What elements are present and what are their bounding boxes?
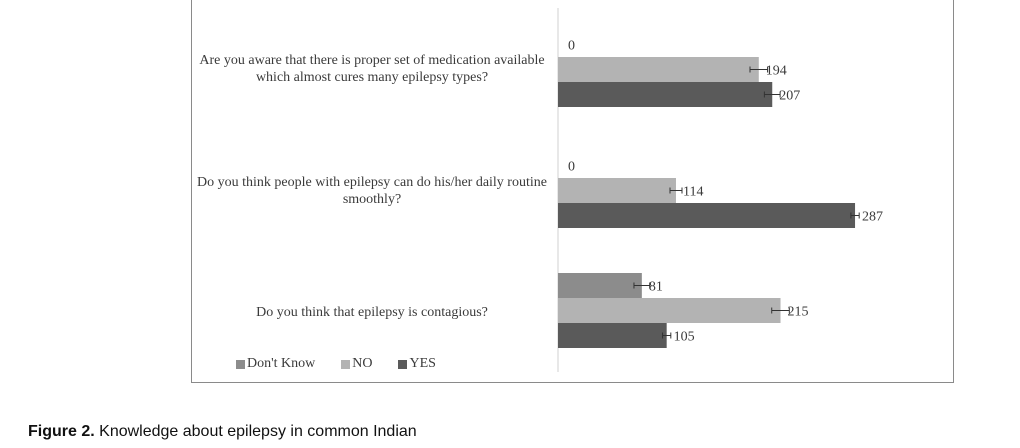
chart-frame: 0 194 207 0 114 287 81 215 105 Are you aware tha… xyxy=(191,0,954,383)
bar-chart: 0 194 207 0 114 287 81 215 105 xyxy=(557,8,883,372)
legend-swatch-dont-know xyxy=(236,359,245,369)
bar-contagious-dont-know xyxy=(558,273,642,298)
bar-daily-routine-no xyxy=(558,178,676,203)
bar-medication-yes xyxy=(558,82,773,107)
figure-caption-text: Knowledge about epilepsy in common India… xyxy=(99,423,417,440)
category-label-daily-routine: Do you think people with epilepsy can do… xyxy=(197,175,547,207)
legend-item-yes: YES xyxy=(398,356,436,372)
legend-swatch-yes xyxy=(398,359,408,369)
data-label-medication-yes: 207 xyxy=(779,89,800,104)
data-label-contagious-dont-know: 81 xyxy=(649,280,663,295)
figure-number: Figure 2. xyxy=(28,423,95,440)
bar-medication-no xyxy=(558,57,759,82)
category-label-contagious: Do you think that epilepsy is contagious… xyxy=(256,305,488,320)
category-label-medication: Are you aware that there is proper set o… xyxy=(199,53,545,85)
figure-caption: Figure 2. Knowledge about epilepsy in co… xyxy=(28,423,417,441)
legend-item-no: NO xyxy=(341,356,372,372)
legend-label-dont-know: Don't Know xyxy=(247,356,316,371)
bar-daily-routine-yes xyxy=(558,203,856,228)
data-label-contagious-no: 215 xyxy=(788,305,809,320)
chart-legend: Don't Know NO YES xyxy=(236,356,436,372)
data-label-medication-dont-know: 0 xyxy=(568,39,575,54)
bar-contagious-no xyxy=(558,298,781,323)
legend-item-dont-know: Don't Know xyxy=(236,356,315,372)
legend-swatch-no xyxy=(341,359,351,369)
legend-label-yes: YES xyxy=(409,356,436,371)
data-label-daily-routine-yes: 287 xyxy=(862,210,883,225)
data-label-daily-routine-no: 114 xyxy=(683,185,703,200)
data-label-daily-routine-dont-know: 0 xyxy=(568,160,575,175)
bar-contagious-yes xyxy=(558,323,667,348)
data-label-contagious-yes: 105 xyxy=(674,330,695,345)
legend-label-no: NO xyxy=(352,356,373,371)
data-label-medication-no: 194 xyxy=(766,64,787,79)
